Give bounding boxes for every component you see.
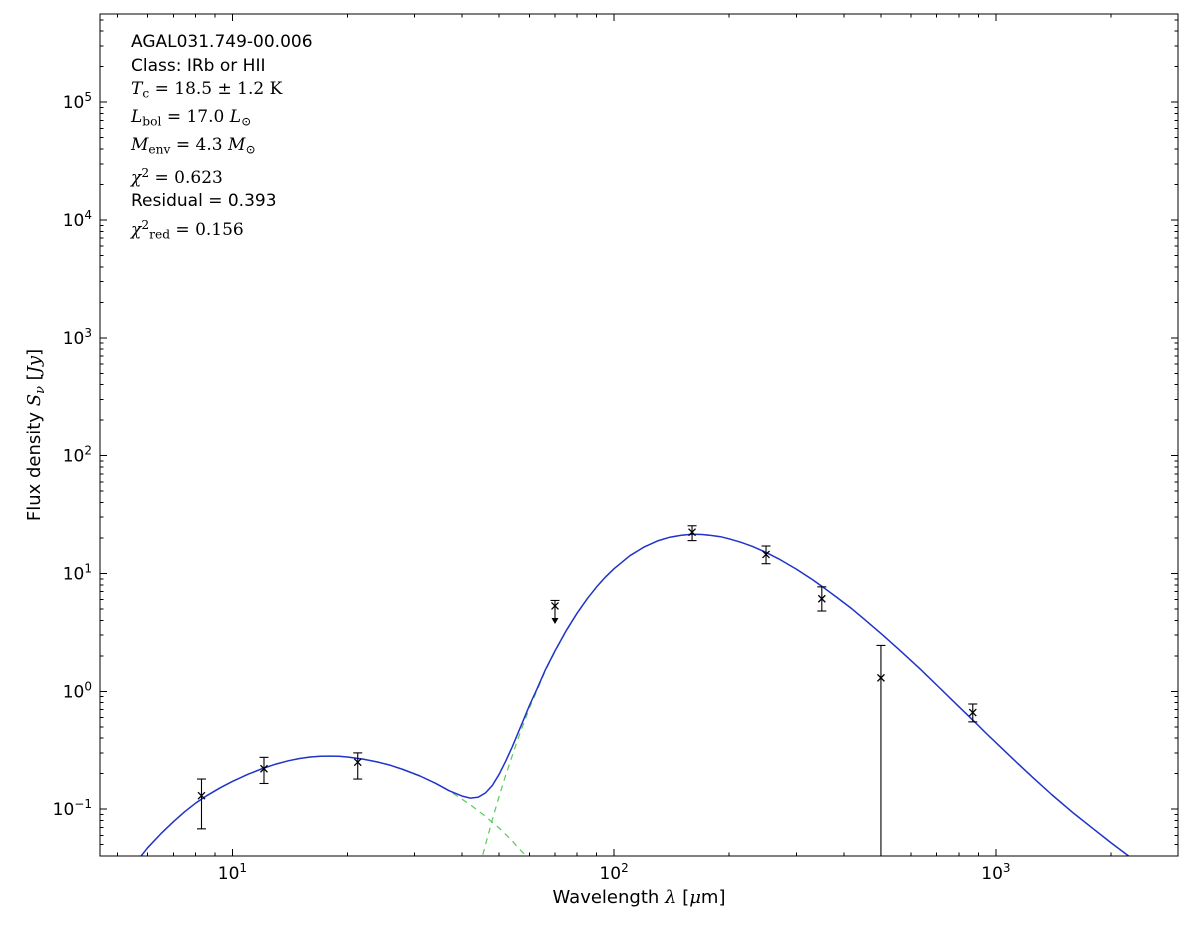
label-part: Flux density xyxy=(24,406,46,522)
label-part: m xyxy=(700,887,719,908)
label-part: ] xyxy=(24,348,46,356)
data-point xyxy=(817,586,827,612)
fit-parameters-annotation: AGAL031.749-00.006 Class: IRb or HII Tc = … xyxy=(131,31,313,247)
y-tick-label: 102 xyxy=(63,444,92,467)
data-point xyxy=(196,778,206,830)
data-point xyxy=(968,703,978,723)
label-part: AGAL031.749-00.006 xyxy=(131,32,313,52)
y-tick-label: 101 xyxy=(63,562,92,585)
label-part: μ xyxy=(689,887,701,908)
label-part: χ xyxy=(131,167,142,188)
data-point xyxy=(259,756,269,785)
model-curves xyxy=(140,533,1130,856)
series-cold-component xyxy=(481,533,1130,856)
y-tick-label: 10−1 xyxy=(53,797,92,820)
y-tick-label: 100 xyxy=(63,679,92,702)
label-part: L xyxy=(131,106,143,127)
data-point xyxy=(550,599,560,624)
y-tick-label: 105 xyxy=(63,90,92,113)
label-part: = 0.623 xyxy=(149,167,223,188)
label-part: [ xyxy=(24,373,46,387)
y-tick-labels: 10−1 100 101 102 103 104 105 xyxy=(53,90,92,820)
data-point xyxy=(687,525,697,542)
label-part: ⊙ xyxy=(241,114,252,129)
axes-frame xyxy=(99,13,1179,857)
label-part: S xyxy=(24,393,46,407)
label-part: ] xyxy=(718,887,726,908)
y-tick-label: 104 xyxy=(63,208,92,231)
annotation-line: Lbol = 17.0 L⊙ xyxy=(131,106,313,134)
tick-marks xyxy=(100,14,1179,857)
label-part: bol xyxy=(142,114,162,129)
data-point xyxy=(353,752,363,780)
label-part: 2 xyxy=(141,165,150,180)
annotation-line: χ2 = 0.623 xyxy=(131,162,313,191)
label-part: [ xyxy=(676,887,690,908)
label-part: T xyxy=(131,79,143,99)
y-tick-label: 103 xyxy=(63,326,92,349)
label-part: = 4.3 xyxy=(170,134,228,155)
x-tick-label: 101 xyxy=(218,861,247,884)
label-part: ⊙ xyxy=(245,142,256,157)
data-point xyxy=(876,644,886,856)
label-part: c xyxy=(142,86,150,101)
label-part: Jy xyxy=(24,355,46,374)
series-total-model xyxy=(140,533,1130,856)
data-points xyxy=(196,525,978,856)
x-axis-label: Wavelength λ [μm] xyxy=(553,887,726,908)
annotation-line: Tc = 18.5 ± 1.2 K xyxy=(131,78,313,106)
upper-limit-arrow-icon xyxy=(551,617,559,624)
label-part: red xyxy=(149,227,171,242)
label-part: M xyxy=(227,134,246,155)
series-warm-component xyxy=(140,755,527,856)
label-part: Residual = 0.393 xyxy=(131,191,277,212)
annotation-line: Menv = 4.3 M⊙ xyxy=(131,134,313,162)
label-part: = 18.5 ± 1.2 K xyxy=(149,79,283,99)
label-part: χ xyxy=(131,219,142,240)
label-part: = 17.0 xyxy=(161,106,230,127)
x-tick-label: 103 xyxy=(981,861,1010,884)
label-part: 2 xyxy=(141,217,150,232)
data-point xyxy=(761,545,771,565)
label-part: Wavelength xyxy=(552,887,666,908)
label-part: L xyxy=(229,106,242,127)
y-axis-label: Flux density Sν [Jy] xyxy=(24,349,48,521)
x-tick-labels: 101 102 103 xyxy=(218,861,1011,884)
label-part: Class: IRb or HII xyxy=(131,55,266,76)
annotation-line: Residual = 0.393 xyxy=(131,190,313,214)
annotation-line: Class: IRb or HII xyxy=(131,55,313,79)
label-part: ν xyxy=(32,386,48,394)
label-part: env xyxy=(148,142,171,157)
label-part: = 0.156 xyxy=(170,219,244,240)
annotation-line: χ2red = 0.156 xyxy=(131,214,313,247)
label-part: λ xyxy=(665,887,677,908)
x-tick-label: 102 xyxy=(599,861,628,884)
annotation-line: AGAL031.749-00.006 xyxy=(131,31,313,55)
label-part: M xyxy=(131,134,149,155)
